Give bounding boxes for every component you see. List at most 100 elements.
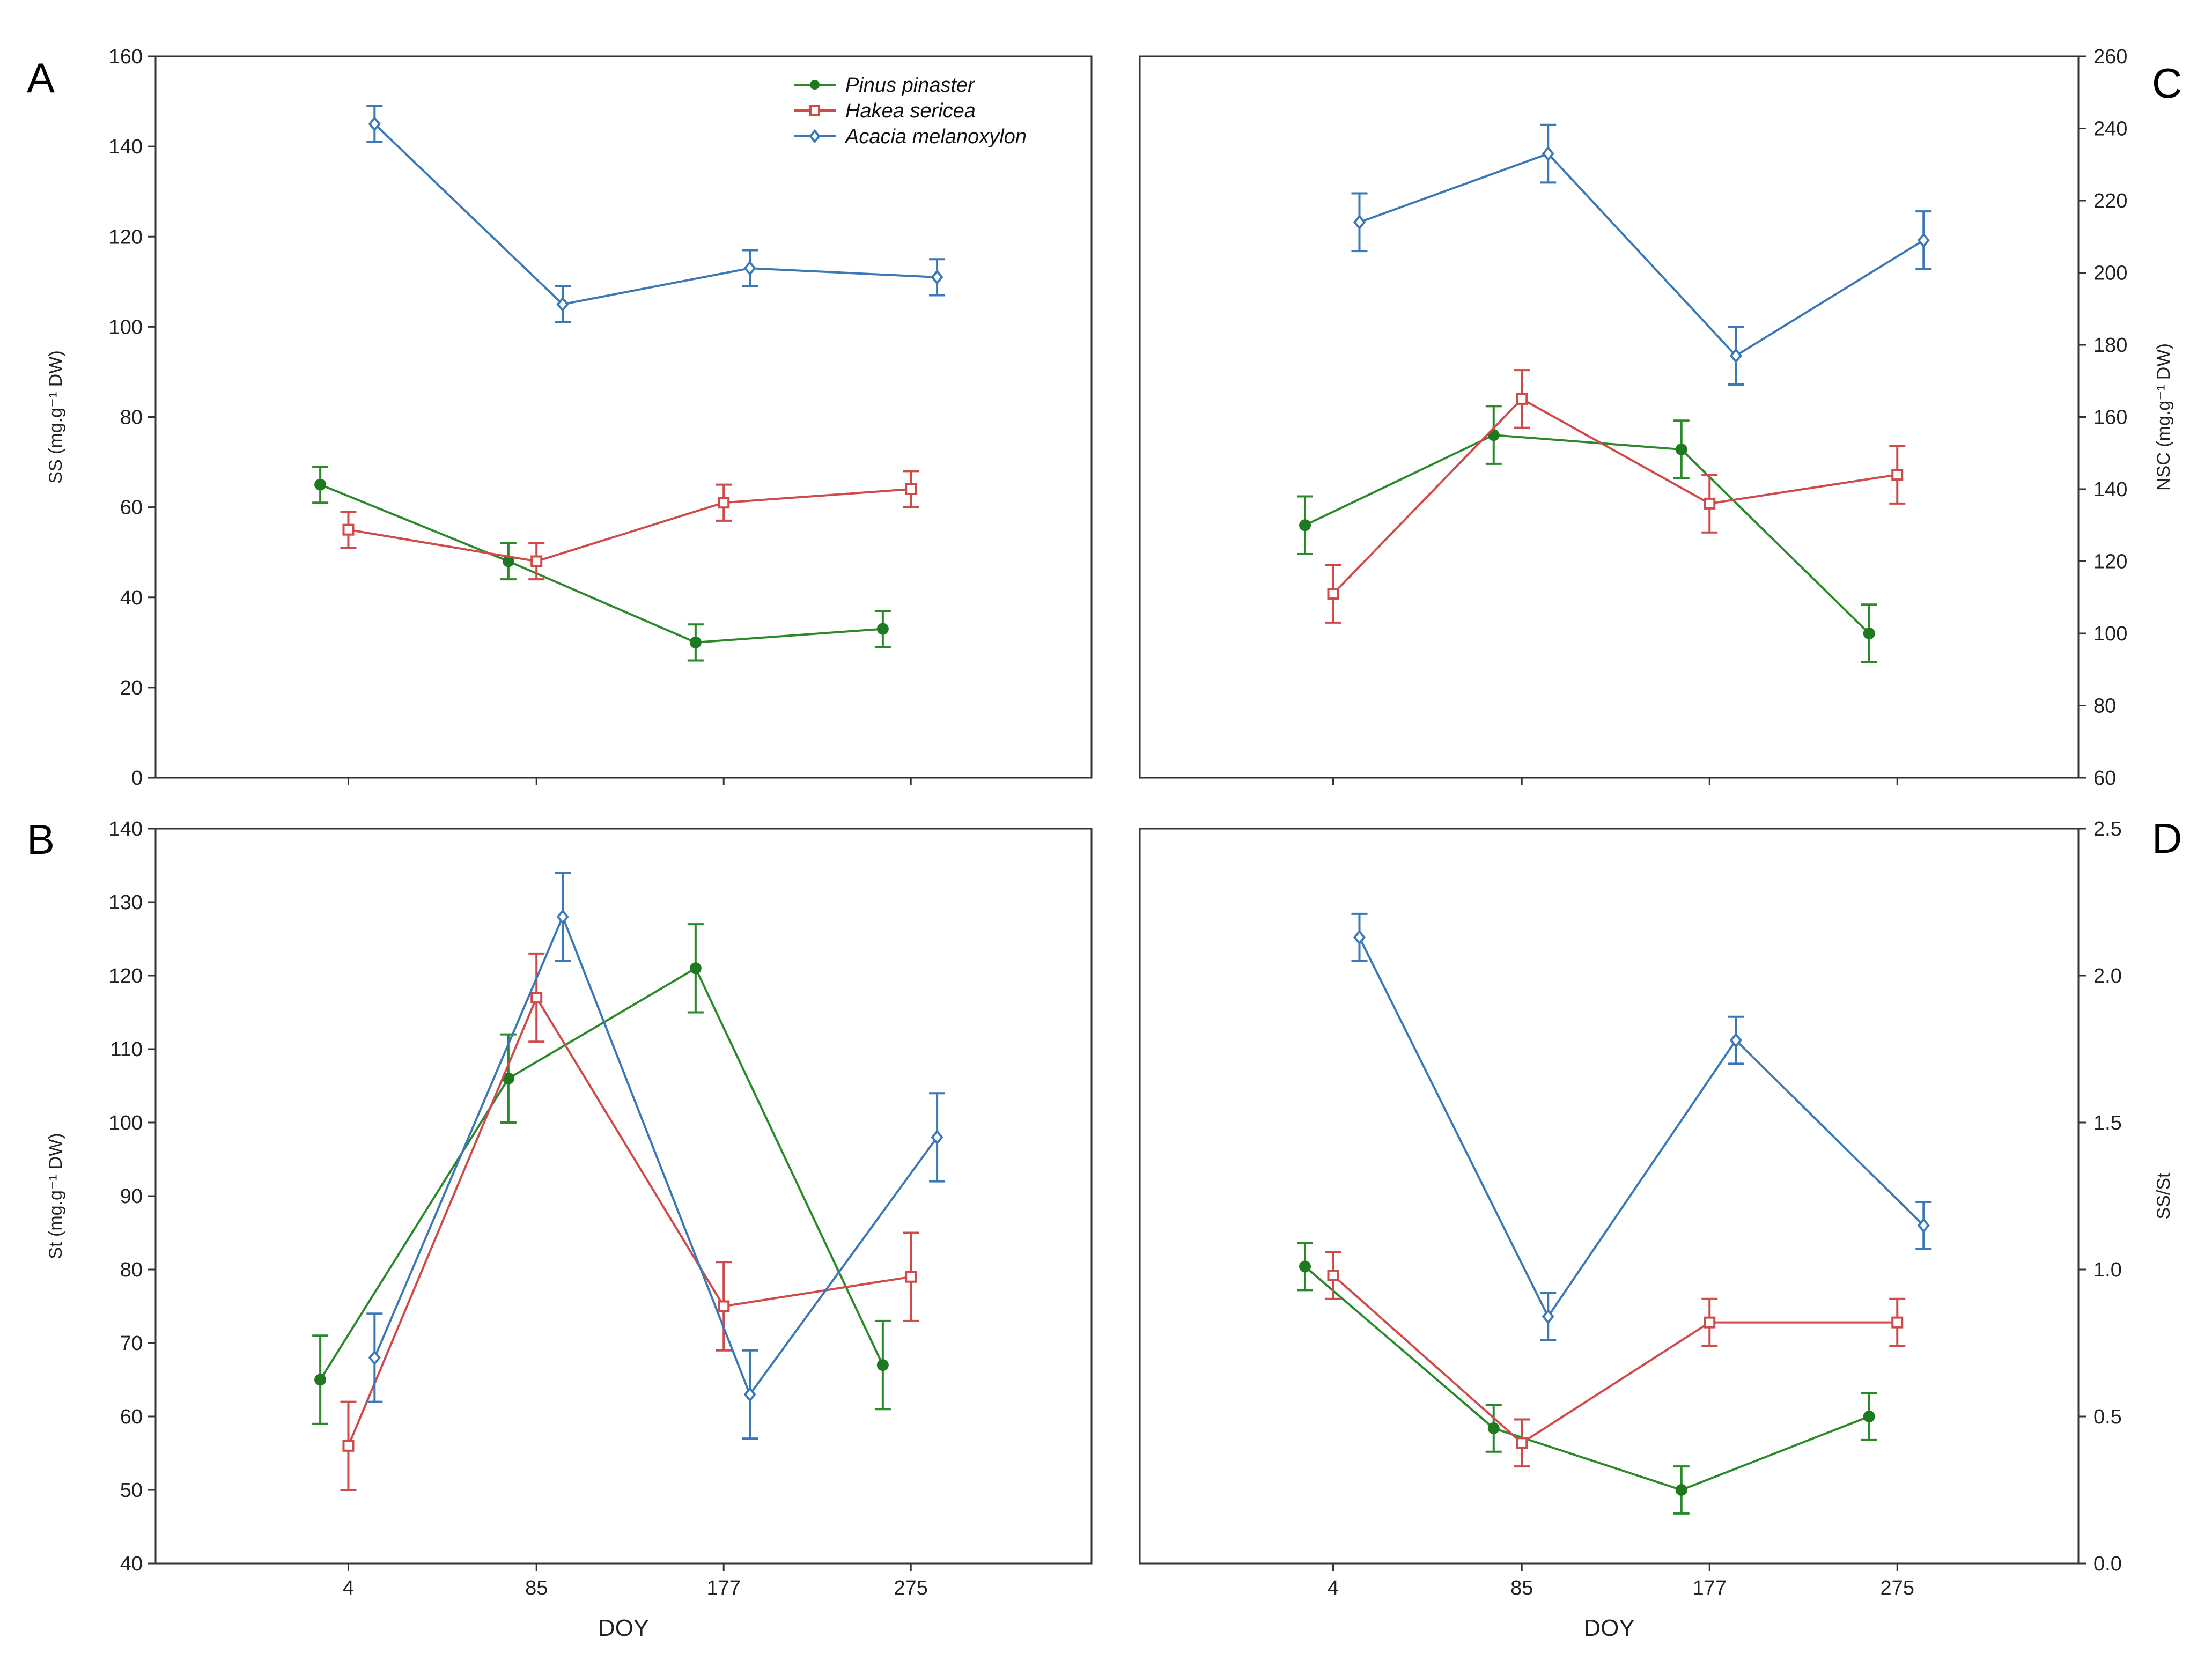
y-tick-label: 100: [109, 1112, 143, 1134]
y-tick-label: 0.5: [2093, 1406, 2122, 1428]
data-point: [1516, 393, 1528, 405]
y-axis-label: St (mg.g⁻¹ DW): [46, 1133, 66, 1259]
data-point: [876, 1359, 889, 1371]
data-point: [556, 909, 569, 925]
panel-C: C 60 80 100 120 140 160 180 200 220 240 260 NSC (mg.…: [1139, 46, 2182, 789]
data-point: [1891, 469, 1904, 481]
y-tick-label: 80: [2093, 695, 2116, 718]
data-point: [689, 962, 702, 975]
series-line: [347, 995, 911, 1447]
y-tick-label: 70: [120, 1332, 143, 1355]
y-tick-label: 60: [120, 1406, 143, 1428]
series-hakea-sericea: [1325, 1251, 1906, 1468]
data-point: [342, 523, 355, 536]
data-point: [314, 478, 327, 491]
data-point: [1516, 1437, 1528, 1449]
y-tick-label: 140: [2093, 478, 2127, 501]
series-pinus-pinaster: [1297, 1242, 1877, 1515]
data-point: [1353, 929, 1366, 945]
y-tick-label: 130: [109, 891, 143, 914]
x-axis-label: DOY: [1583, 1615, 1634, 1641]
y-tick-label: 80: [120, 1259, 143, 1281]
data-point: [718, 1300, 730, 1312]
y-tick-label: 100: [2093, 623, 2127, 645]
series-acacia-melanoxylon: [1351, 123, 1932, 386]
y-tick-label: 220: [2093, 190, 2127, 212]
series-line: [373, 123, 938, 306]
data-point: [743, 1386, 756, 1403]
legend-marker: [810, 80, 820, 90]
y-tick-label: 140: [109, 136, 143, 158]
panel-A: A 0 20 40 60 80 100 120 140 160 SS (mg.g⁻¹ DW) Pinu…: [27, 46, 1093, 789]
data-point: [1675, 444, 1687, 456]
y-tick-label: 240: [2093, 118, 2127, 141]
data-point: [368, 1350, 381, 1366]
series-line: [319, 966, 884, 1381]
x-tick-label: 85: [1510, 1577, 1533, 1599]
panel-letter: D: [2152, 815, 2182, 862]
data-point: [1675, 1484, 1687, 1496]
legend-label: Hakea sericea: [845, 100, 976, 122]
data-point: [1542, 1309, 1554, 1324]
panel-letter: C: [2152, 60, 2182, 107]
series-line: [320, 483, 883, 644]
y-tick-label: 110: [110, 1038, 143, 1061]
y-tick-label: 90: [120, 1185, 143, 1208]
x-tick-label: 85: [525, 1577, 548, 1599]
data-point: [931, 269, 943, 285]
data-point: [368, 116, 381, 132]
x-tick-label: 275: [1881, 1577, 1914, 1599]
series-line: [1332, 1274, 1898, 1444]
data-point: [1917, 232, 1930, 248]
y-tick-label: 1.5: [2093, 1112, 2122, 1134]
y-tick-label: 80: [120, 407, 143, 429]
data-point: [1917, 1217, 1930, 1233]
x-tick-label: 4: [343, 1577, 354, 1599]
y-tick-label: 260: [2093, 46, 2127, 68]
y-tick-label: 180: [2093, 334, 2127, 357]
y-axis-label: NSC (mg.g⁻¹ DW): [2154, 343, 2174, 491]
data-point: [556, 297, 569, 312]
series-acacia-melanoxylon: [366, 872, 946, 1440]
panel-B: B 40 50 60 70 80 90 100 110 120 130 140 St (mg.g⁻¹ D…: [27, 816, 1093, 1641]
panel-D: D 0.0 0.5 1.0 1.5 2.0 2.5 SS/St 4 85 177 275 DOY: [1139, 815, 2182, 1641]
plot-frame: [1139, 828, 2080, 1565]
y-tick-label: 2.5: [2093, 818, 2122, 840]
legend-label: Pinus pinaster: [845, 74, 975, 97]
data-point: [1863, 628, 1875, 639]
data-point: [1863, 1411, 1875, 1422]
data-point: [1353, 215, 1366, 230]
series-hakea-sericea: [340, 470, 919, 581]
data-point: [1729, 348, 1742, 364]
data-point: [743, 260, 756, 276]
data-point: [1327, 1269, 1339, 1281]
data-point: [1299, 1260, 1311, 1273]
legend: Pinus pinaster Hakea sericea Acacia melano…: [794, 74, 1027, 148]
y-tick-label: 60: [120, 497, 143, 519]
series-hakea-sericea: [1325, 369, 1906, 624]
y-tick-label: 200: [2093, 262, 2127, 285]
x-tick-label: 177: [1693, 1577, 1727, 1599]
x-tick-label: 275: [894, 1577, 928, 1599]
y-tick-label: 120: [109, 965, 143, 987]
data-point: [1299, 519, 1311, 532]
data-point: [931, 1130, 943, 1145]
series-line: [348, 488, 911, 563]
y-tick-label: 0.0: [2093, 1553, 2122, 1575]
panel-letter: A: [27, 54, 55, 101]
series-line: [1332, 397, 1898, 595]
y-tick-label: 100: [109, 316, 143, 338]
series-hakea-sericea: [340, 952, 919, 1491]
legend-marker: [809, 105, 820, 116]
y-tick-label: 20: [120, 677, 143, 699]
data-point: [1487, 1422, 1500, 1434]
data-point: [689, 636, 702, 648]
data-point: [530, 992, 543, 1004]
y-tick-label: 2.0: [2093, 965, 2122, 987]
series-line: [1359, 152, 1925, 357]
y-tick-label: 40: [120, 1553, 143, 1575]
x-tick-label: 4: [1328, 1577, 1339, 1599]
data-point: [718, 497, 730, 509]
y-axis-label: SS (mg.g⁻¹ DW): [46, 350, 66, 483]
